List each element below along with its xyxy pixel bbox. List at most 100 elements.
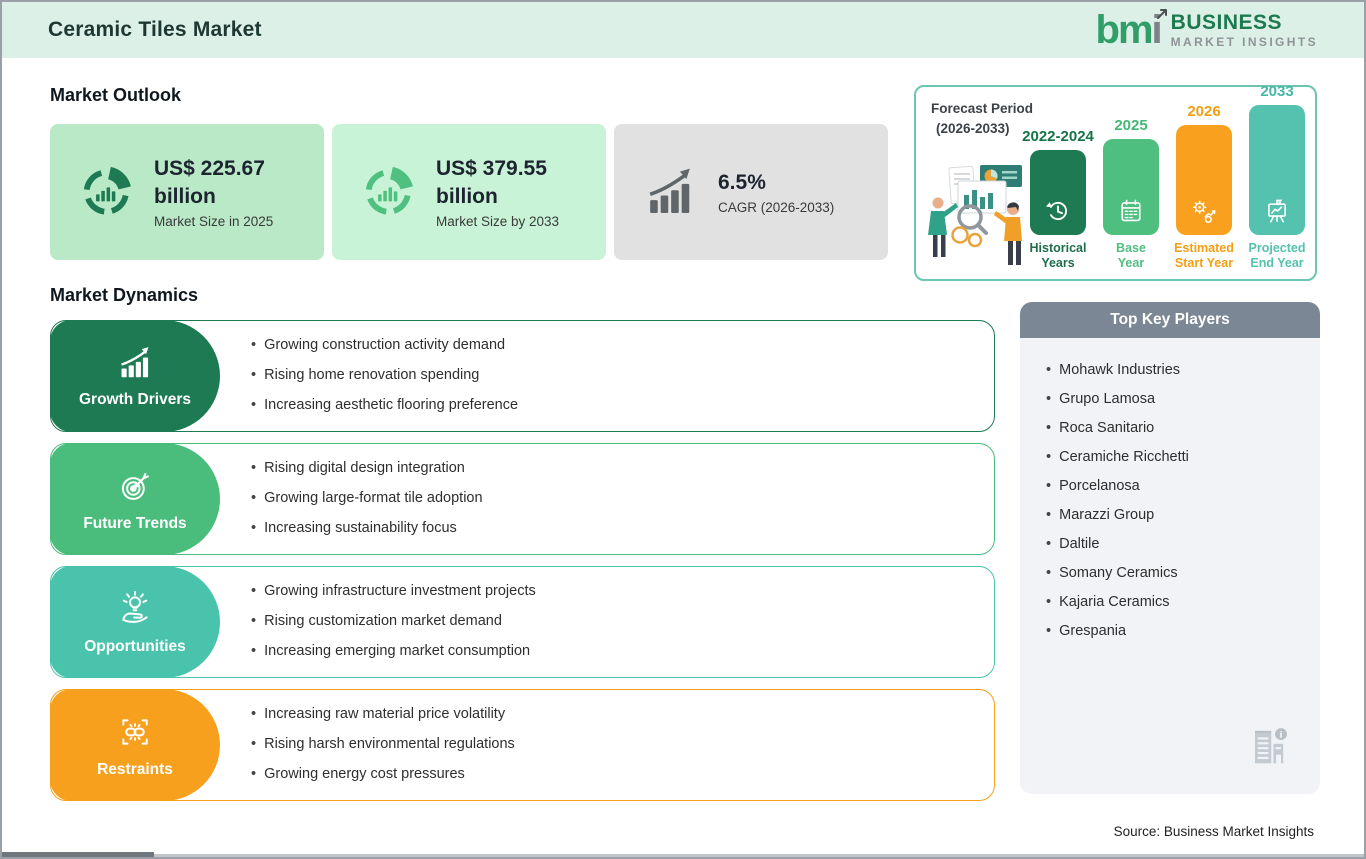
stat-label: Market Size in 2025 [154,214,274,230]
forecast-bar-projected: 2033 Projected End Year [1248,82,1306,272]
stat-value-line1: 6.5% [718,170,766,194]
bullet-item: Increasing sustainability focus [251,520,483,537]
pill-label: Opportunities [84,637,186,655]
forecast-period-panel: Forecast Period (2026-2033) [914,82,1317,281]
presentation-icon [1268,199,1286,223]
key-players-panel: Top Key Players Mohawk Industries Grupo … [1020,302,1320,794]
bar-caption: Estimated Start Year [1174,240,1234,271]
bar-year-label: 2033 [1260,82,1294,100]
calendar-icon [1121,199,1141,221]
key-players-list: Mohawk Industries Grupo Lamosa Roca Sani… [1046,362,1320,639]
stat-card-text: US$ 379.55 billion Market Size by 2033 [436,155,559,230]
forecast-title: Forecast Period (2026-2033) [931,99,1033,140]
stat-card-market-size-2033: US$ 379.55 billion Market Size by 2033 [332,124,606,260]
key-player-item: Grupo Lamosa [1046,391,1320,407]
stat-value-line2: billion [436,185,498,208]
gear-analysis-icon [1192,200,1216,223]
stat-label: CAGR (2026-2033) [718,200,835,216]
key-player-item: Kajaria Ceramics [1046,594,1320,610]
stat-value-line1: US$ 225.67 [154,156,265,180]
forecast-title-line1: Forecast Period [931,101,1034,116]
target-dart-icon [121,472,149,500]
hand-bulb-icon [122,590,148,623]
bmi-logo: bmi BUSINESS MARKET INSIGHTS [1096,9,1318,50]
market-dynamics-heading: Market Dynamics [50,285,199,305]
market-outlook-heading: Market Outlook [50,85,182,105]
key-player-item: Grespania [1046,623,1320,639]
stat-card-cagr: 6.5% CAGR (2026-2033) [614,124,888,260]
bullet-list: Growing construction activity demand Ris… [251,321,518,431]
key-players-header: Top Key Players [1020,302,1320,338]
bullet-item: Rising harsh environmental regulations [251,736,515,753]
key-player-item: Porcelanosa [1046,478,1320,494]
bar-year-label: 2022-2024 [1022,127,1094,145]
logo-mark-i: i [1151,8,1163,52]
forecast-title-line2: (2026-2033) [936,121,1010,137]
pill-label: Growth Drivers [79,390,191,408]
stat-label: Market Size by 2033 [436,214,560,230]
header-bar: Ceramic Tiles Market bmi BUSINESS MARKET… [2,2,1364,58]
key-player-item: Marazzi Group [1046,507,1320,523]
bullet-item: Growing construction activity demand [251,337,518,354]
bar-historical [1030,149,1086,235]
key-player-item: Ceramiche Ricchetti [1046,449,1320,465]
bar-caption: Historical Years [1029,240,1087,271]
restraints-pill: Restraints [50,689,220,801]
opportunities-pill: Opportunities [50,566,220,678]
growth-chart-icon [121,346,149,377]
bar-projected [1249,104,1305,235]
dynamics-row-future-trends: Future Trends Rising digital design inte… [50,443,995,555]
logo-wordmark: BUSINESS MARKET INSIGHTS [1171,12,1318,48]
logo-business: BUSINESS [1170,11,1283,34]
bullet-item: Increasing aesthetic flooring preference [251,397,518,414]
bullet-item: Increasing emerging market consumption [251,643,536,660]
pill-label: Future Trends [83,514,187,532]
bullet-item: Rising customization market demand [251,613,536,630]
growth-bars-icon [649,168,690,213]
key-player-item: Daltile [1046,536,1320,552]
bar-estimated [1176,124,1232,235]
forecast-bar-base: 2025 Base Year [1103,117,1159,272]
analysts-illustration [928,165,1022,265]
stat-card-text: US$ 225.67 billion Market Size in 2025 [154,155,273,230]
company-building-icon: i [1255,728,1287,764]
key-player-item: Roca Sanitario [1046,420,1320,436]
history-clock-icon [1046,201,1068,220]
bullet-item: Rising digital design integration [251,460,483,477]
donut-chart-icon [365,166,413,215]
forecast-bars: 2022-2024 Historical Years 2025 [1022,82,1306,272]
bullet-list: Increasing raw material price volatility… [251,690,515,800]
chain-link-icon [122,718,148,745]
horizontal-scrollbar-track[interactable] [2,854,1364,857]
bullet-item: Rising home renovation spending [251,367,518,384]
bmi-logo-mark: bmi [1096,9,1167,50]
horizontal-scrollbar-thumb[interactable] [2,852,154,857]
stat-card-text: 6.5% CAGR (2026-2033) [718,169,834,215]
dynamics-row-restraints: Restraints Increasing raw material price… [50,689,995,801]
pill-label: Restraints [97,760,173,778]
bullet-item: Growing large-format tile adoption [251,490,482,507]
bullet-item: Growing infrastructure investment projec… [251,583,536,600]
key-player-item: Somany Ceramics [1046,565,1320,581]
bar-year-label: 2026 [1187,102,1221,120]
bar-caption: Projected End Year [1248,240,1306,271]
key-players-body: Mohawk Industries Grupo Lamosa Roca Sani… [1020,338,1320,794]
logo-arrow-icon [1156,9,1167,19]
bar-base [1103,138,1159,235]
bullet-list: Rising digital design integration Growin… [251,444,483,554]
donut-chart-icon [83,166,131,215]
stat-value-line1: US$ 379.55 [436,156,547,180]
key-player-item: Mohawk Industries [1046,362,1320,378]
bullet-item: Growing energy cost pressures [251,766,515,783]
logo-market-insights: MARKET INSIGHTS [1170,35,1318,49]
logo-mark-bm: bm [1095,8,1154,52]
stat-value-line2: billion [154,185,216,208]
stat-card-market-size-2025: US$ 225.67 billion Market Size in 2025 [50,124,324,260]
stat-cards: US$ 225.67 billion Market Size in 2025 U… [50,124,888,260]
bullet-item: Increasing raw material price volatility [251,706,515,723]
source-attribution: Source: Business Market Insights [1113,824,1314,839]
dynamics-row-opportunities: Opportunities Growing infrastructure inv… [50,566,995,678]
forecast-bar-estimated: 2026 Estimated Start Year [1174,102,1234,272]
future-trends-pill: Future Trends [50,443,220,555]
